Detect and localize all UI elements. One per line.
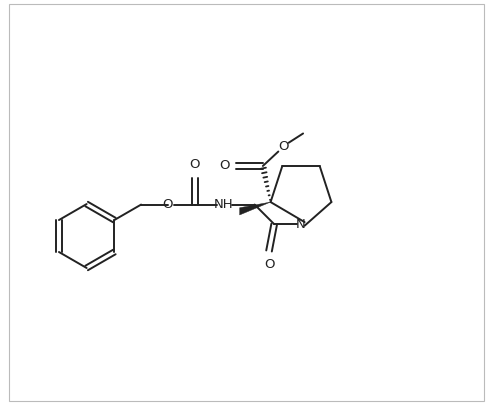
Polygon shape <box>240 202 271 215</box>
Text: O: O <box>163 198 173 211</box>
Text: N: N <box>296 217 306 231</box>
Text: O: O <box>189 158 200 171</box>
Text: NH: NH <box>214 198 234 211</box>
Text: O: O <box>264 258 274 271</box>
Text: O: O <box>219 160 229 173</box>
Text: O: O <box>278 140 289 153</box>
